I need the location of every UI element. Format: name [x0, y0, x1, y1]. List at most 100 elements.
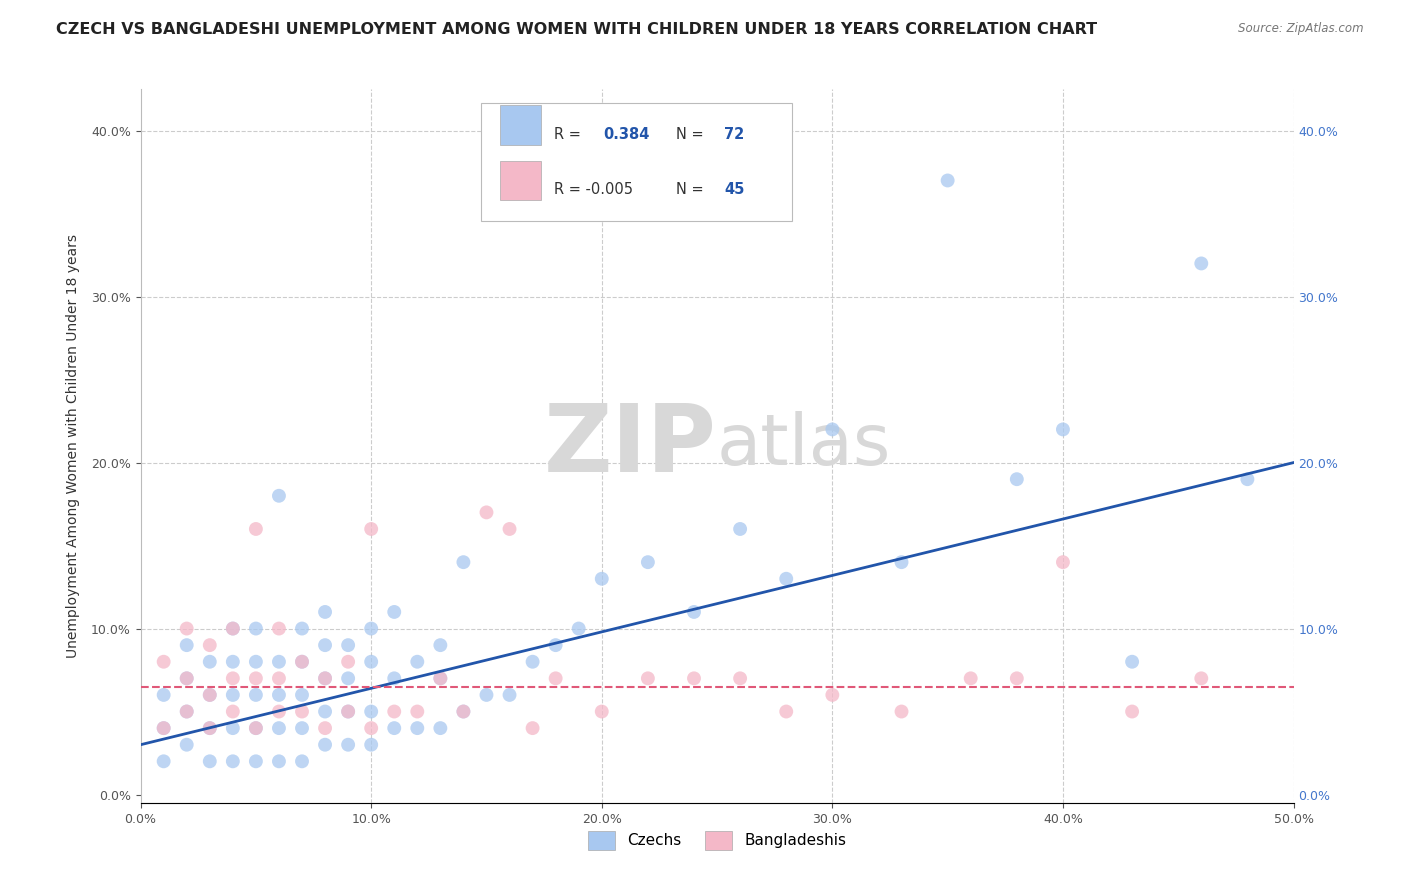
Point	[498, 522, 520, 536]
Point	[314, 638, 336, 652]
Y-axis label: Unemployment Among Women with Children Under 18 years: Unemployment Among Women with Children U…	[66, 234, 80, 658]
Point	[429, 638, 451, 652]
Point	[382, 605, 405, 619]
Point	[291, 754, 314, 768]
Point	[267, 754, 290, 768]
Point	[775, 705, 797, 719]
Point	[1052, 422, 1074, 436]
Point	[683, 671, 706, 685]
Point	[152, 688, 174, 702]
Point	[453, 705, 475, 719]
Point	[267, 705, 290, 719]
Text: 72: 72	[724, 128, 744, 142]
Point	[314, 605, 336, 619]
Point	[152, 721, 174, 735]
Text: N =: N =	[675, 128, 703, 142]
Point	[890, 555, 912, 569]
Point	[382, 721, 405, 735]
Point	[198, 721, 221, 735]
Point	[683, 605, 706, 619]
Text: CZECH VS BANGLADESHI UNEMPLOYMENT AMONG WOMEN WITH CHILDREN UNDER 18 YEARS CORRE: CZECH VS BANGLADESHI UNEMPLOYMENT AMONG …	[56, 22, 1097, 37]
Point	[314, 705, 336, 719]
Point	[245, 622, 267, 636]
Point	[291, 688, 314, 702]
Point	[267, 489, 290, 503]
Point	[728, 671, 751, 685]
Text: ZIP: ZIP	[544, 400, 717, 492]
Point	[429, 671, 451, 685]
Point	[267, 655, 290, 669]
Point	[198, 721, 221, 735]
Point	[222, 754, 245, 768]
Point	[498, 688, 520, 702]
Point	[360, 655, 382, 669]
Point	[176, 638, 198, 652]
Text: R = -0.005: R = -0.005	[554, 183, 634, 197]
Point	[1189, 256, 1212, 270]
Point	[637, 671, 659, 685]
Point	[314, 671, 336, 685]
Point	[245, 721, 267, 735]
Point	[1005, 472, 1028, 486]
Point	[152, 754, 174, 768]
Point	[360, 721, 382, 735]
Point	[337, 705, 360, 719]
Point	[453, 705, 475, 719]
Point	[291, 655, 314, 669]
Point	[291, 721, 314, 735]
Point	[360, 738, 382, 752]
Point	[176, 671, 198, 685]
Point	[475, 505, 498, 519]
Point	[406, 721, 429, 735]
Point	[337, 705, 360, 719]
Point	[198, 688, 221, 702]
Point	[959, 671, 981, 685]
Point	[382, 671, 405, 685]
Point	[1121, 655, 1143, 669]
Point	[429, 721, 451, 735]
Point	[728, 522, 751, 536]
Text: atlas: atlas	[717, 411, 891, 481]
Point	[222, 688, 245, 702]
Point	[222, 721, 245, 735]
Point	[267, 671, 290, 685]
Point	[176, 622, 198, 636]
Point	[152, 721, 174, 735]
Point	[198, 655, 221, 669]
Point	[267, 622, 290, 636]
Point	[337, 738, 360, 752]
Point	[568, 622, 591, 636]
Point	[267, 721, 290, 735]
Point	[245, 522, 267, 536]
Point	[314, 721, 336, 735]
Point	[245, 655, 267, 669]
Point	[222, 705, 245, 719]
Point	[1052, 555, 1074, 569]
Bar	[501, 161, 541, 200]
Point	[382, 705, 405, 719]
Point	[475, 688, 498, 702]
Point	[1189, 671, 1212, 685]
FancyBboxPatch shape	[481, 103, 792, 221]
Point	[222, 671, 245, 685]
Point	[890, 705, 912, 719]
Point	[337, 655, 360, 669]
Point	[544, 671, 567, 685]
Point	[222, 622, 245, 636]
Text: R =: R =	[554, 128, 581, 142]
Point	[176, 705, 198, 719]
Point	[591, 572, 613, 586]
Point	[245, 688, 267, 702]
Point	[176, 671, 198, 685]
Point	[245, 754, 267, 768]
Point	[176, 738, 198, 752]
Point	[291, 705, 314, 719]
Point	[152, 655, 174, 669]
Point	[1121, 705, 1143, 719]
Point	[314, 738, 336, 752]
Point	[821, 422, 844, 436]
Point	[291, 655, 314, 669]
Text: 45: 45	[724, 183, 744, 197]
Point	[591, 705, 613, 719]
Point	[360, 622, 382, 636]
